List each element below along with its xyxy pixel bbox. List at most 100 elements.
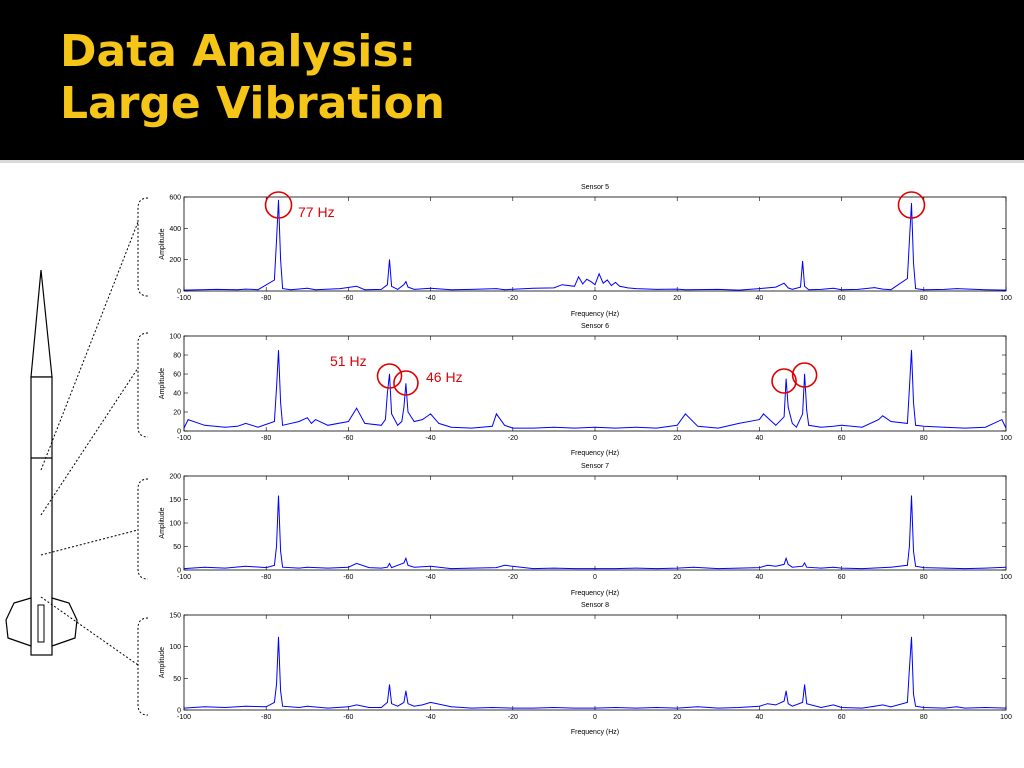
data-point: [806, 409, 808, 411]
data-point: [909, 546, 910, 547]
x-axis-label: Frequency (Hz): [571, 450, 619, 457]
data-point: [450, 289, 452, 291]
data-point: [389, 259, 390, 261]
data-point: [471, 707, 473, 709]
peak-circle-51hz-right: [791, 362, 818, 388]
data-point: [615, 568, 616, 569]
data-point: [911, 495, 912, 497]
data-point: [405, 690, 407, 692]
title-band: [0, 0, 1024, 160]
bracket-sensor-6: [137, 332, 149, 438]
data-point: [380, 707, 382, 708]
data-point: [430, 413, 431, 415]
data-point: [348, 566, 349, 568]
y-axis-label: Amplitude: [159, 228, 166, 259]
data-point: [405, 281, 407, 282]
data-point: [224, 707, 226, 708]
data-point: [656, 427, 658, 429]
data-point: [450, 706, 452, 708]
annotation-51hz: 51 Hz: [330, 353, 367, 369]
data-point: [403, 406, 405, 408]
data-point: [407, 286, 409, 288]
data-point: [397, 705, 399, 707]
data-point: [820, 707, 822, 708]
data-point: [183, 568, 185, 569]
data-point: [574, 707, 575, 709]
data-point: [594, 568, 596, 569]
data-point: [590, 281, 592, 282]
x-tick-label: 0: [593, 435, 597, 442]
x-tick-label: 0: [593, 714, 597, 721]
data-point: [574, 285, 575, 287]
data-point: [767, 564, 769, 566]
data-point: [785, 285, 787, 286]
x-axis-label: Frequency (Hz): [571, 311, 619, 318]
data-point: [820, 289, 822, 290]
y-tick-label: 600: [169, 195, 181, 202]
data-point: [315, 289, 316, 291]
rocket-fin-right: [51, 597, 78, 647]
x-tick-label: -100: [177, 435, 191, 442]
data-point: [717, 427, 719, 429]
data-point: [274, 279, 275, 281]
data-point: [280, 402, 281, 403]
data-point: [909, 387, 910, 389]
data-point: [380, 424, 382, 426]
data-point: [783, 563, 785, 565]
data-point: [759, 419, 760, 420]
data-point: [276, 684, 277, 686]
x-tick-label: 60: [838, 714, 846, 721]
data-point: [216, 289, 218, 290]
data-point: [504, 564, 505, 566]
data-point: [791, 566, 793, 568]
data-point: [471, 567, 473, 569]
data-point: [491, 707, 493, 708]
data-point: [882, 704, 884, 706]
data-point: [339, 288, 341, 290]
data-point: [787, 563, 789, 565]
data-point: [282, 566, 284, 568]
data-point: [874, 287, 875, 288]
data-point: [430, 702, 431, 703]
peak-circle-51hz-left: [376, 363, 403, 389]
data-point: [697, 706, 699, 708]
data-point: [1005, 427, 1007, 429]
data-point: [1005, 566, 1007, 568]
data-point: [389, 684, 390, 686]
data-point: [906, 702, 908, 703]
data-point: [913, 693, 914, 695]
data-point: [738, 289, 740, 291]
x-tick-label: 20: [673, 574, 681, 581]
data-point: [280, 690, 281, 692]
data-point: [391, 285, 392, 287]
data-point: [915, 565, 916, 567]
slide-title: Data Analysis: Large Vibration: [60, 26, 445, 130]
data-point: [964, 707, 966, 709]
data-point: [391, 567, 392, 569]
data-point: [413, 705, 415, 707]
data-point: [802, 413, 803, 415]
x-tick-label: 80: [920, 295, 928, 302]
data-point: [290, 289, 292, 291]
x-tick-label: 40: [756, 574, 764, 581]
data-point: [611, 285, 612, 286]
x-tick-label: -60: [343, 714, 353, 721]
leader-line-sensor-6: [40, 367, 139, 516]
data-point: [802, 565, 803, 567]
data-point: [204, 566, 205, 568]
rocket-fin-left: [5, 597, 32, 647]
data-point: [561, 284, 563, 286]
data-point: [204, 424, 205, 426]
data-point: [820, 426, 822, 428]
data-point: [923, 289, 925, 291]
data-point: [676, 424, 678, 426]
x-tick-label: -40: [426, 714, 436, 721]
data-point: [397, 564, 399, 566]
data-point: [471, 289, 473, 290]
data-point: [401, 421, 403, 422]
data-point: [532, 287, 534, 289]
data-point: [878, 419, 879, 420]
slide-title-line-1: Data Analysis:: [60, 26, 417, 77]
data-point: [512, 707, 514, 709]
